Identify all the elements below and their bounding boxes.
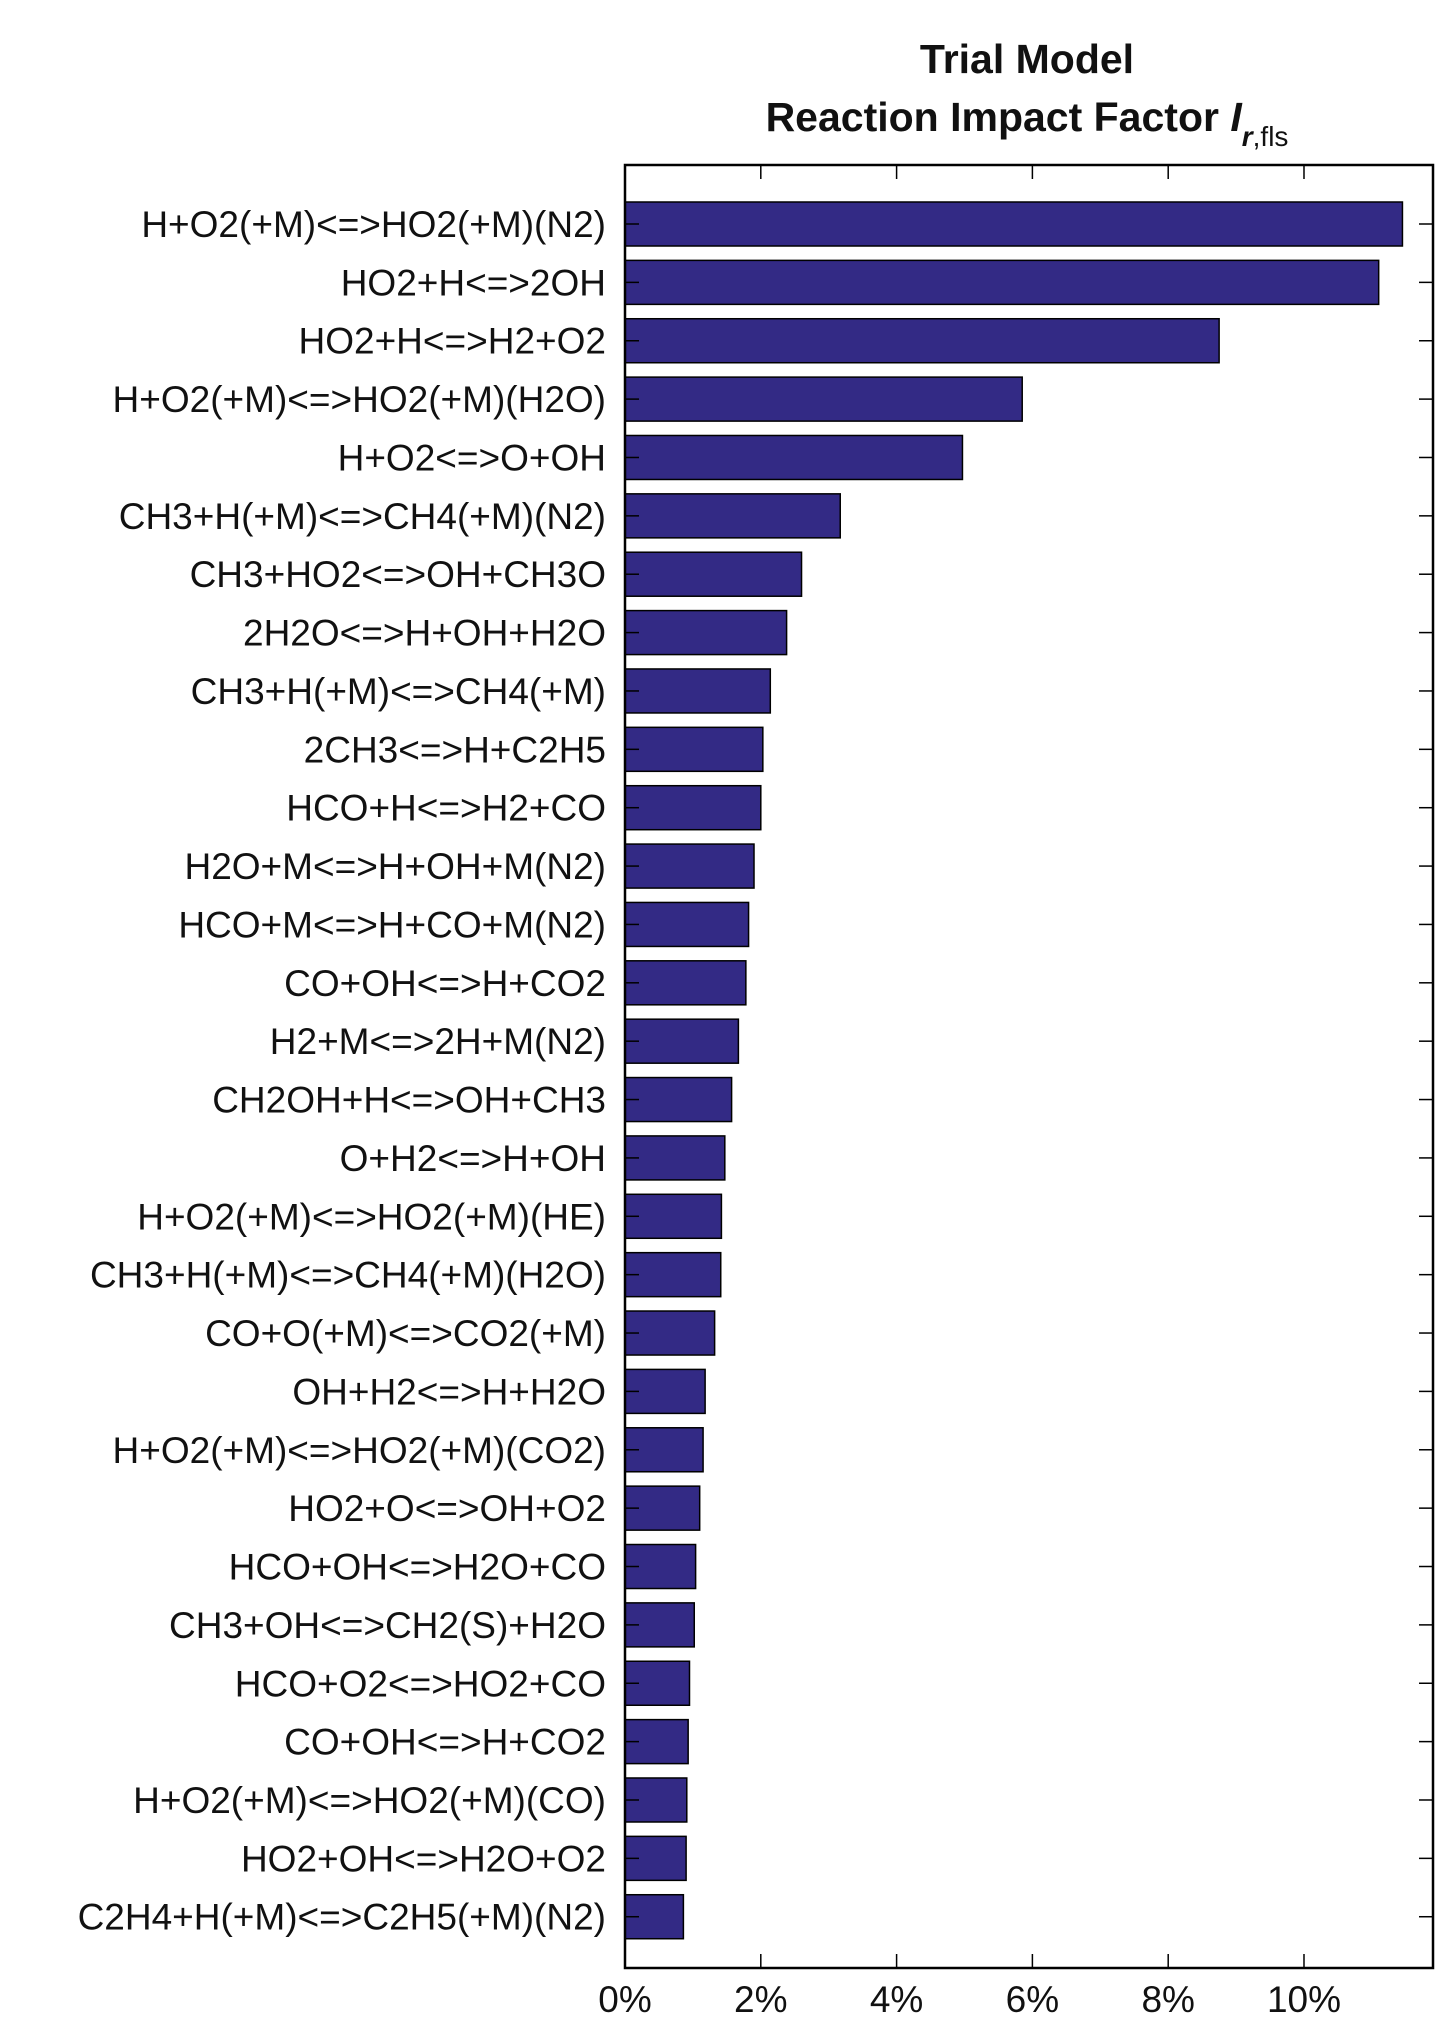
category-label: H+O2(+M)<=>HO2(+M)(HE): [137, 1196, 606, 1237]
bar: [624, 668, 772, 714]
x-tick-label: 6%: [1006, 1979, 1059, 2019]
category-label: 2H2O<=>H+OH+H2O: [243, 613, 606, 654]
bar: [624, 317, 1220, 364]
category-label: H+O2(+M)<=>HO2(+M)(CO2): [113, 1430, 606, 1471]
bar: [624, 493, 841, 539]
category-label: HCO+M<=>H+CO+M(N2): [178, 904, 606, 945]
bar: [624, 201, 1404, 247]
bar: [624, 1018, 740, 1064]
bar: [624, 843, 755, 889]
category-label: HO2+H<=>2OH: [341, 262, 606, 303]
bar: [624, 1193, 723, 1240]
category-label: CH3+OH<=>CH2(S)+H2O: [169, 1605, 606, 1646]
x-tick-label: 4%: [870, 1979, 923, 2019]
bar: [624, 551, 803, 597]
bar: [624, 726, 764, 773]
chart-title-subscript-r: r: [1242, 121, 1255, 152]
category-label: H+O2(+M)<=>HO2(+M)(H2O): [113, 379, 606, 420]
category-label: CH3+H(+M)<=>CH4(+M): [191, 671, 606, 712]
category-label: CO+OH<=>H+CO2: [284, 963, 606, 1004]
bar: [624, 1718, 689, 1765]
bar: [624, 259, 1380, 306]
category-label: C2H4+H(+M)<=>C2H5(+M)(N2): [78, 1897, 606, 1938]
category-label: CO+OH<=>H+CO2: [284, 1722, 606, 1763]
category-label: HCO+O2<=>HO2+CO: [235, 1663, 606, 1704]
bar: [624, 434, 964, 481]
category-label: O+H2<=>H+OH: [340, 1138, 606, 1179]
category-label: H2+M<=>2H+M(N2): [270, 1021, 606, 1062]
bars-group: [624, 201, 1404, 1940]
category-label: H+O2(+M)<=>HO2(+M)(N2): [141, 204, 606, 245]
chart-title-subscript-fls: ,fls: [1253, 121, 1289, 152]
category-label: HO2+O<=>OH+O2: [288, 1488, 606, 1529]
bar: [624, 1310, 716, 1356]
category-label: H2O+M<=>H+OH+M(N2): [184, 846, 606, 887]
bar: [624, 1368, 706, 1415]
plot-frame: [623, 163, 1435, 1970]
chart-title-text: Reaction Impact Factor: [766, 94, 1231, 140]
category-label: 2CH3<=>H+C2H5: [304, 729, 606, 770]
x-tick-label: 2%: [734, 1979, 787, 2019]
category-label: CH3+H(+M)<=>CH4(+M)(N2): [119, 496, 606, 537]
category-label: H+O2<=>O+OH: [338, 437, 606, 478]
bar: [624, 1135, 726, 1181]
bar: [624, 376, 1023, 422]
category-labels-group: H+O2(+M)<=>HO2(+M)(N2) HO2+H<=>2OH HO2+H<=…: [78, 204, 606, 1938]
category-label: CH3+HO2<=>OH+CH3O: [190, 554, 606, 595]
category-label: OH+H2<=>H+H2O: [292, 1371, 606, 1412]
bar: [624, 784, 762, 831]
category-label: HO2+H<=>H2+O2: [299, 321, 607, 362]
bar: [624, 1076, 733, 1123]
bar: [624, 901, 750, 948]
x-tick-label: 0%: [598, 1979, 651, 2019]
category-label: H+O2(+M)<=>HO2(+M)(CO): [133, 1780, 606, 1821]
y-ticks-group: [625, 223, 1433, 1918]
category-label: HCO+H<=>H2+CO: [286, 788, 606, 829]
chart-title-symbol: I: [1230, 94, 1243, 140]
bar: [624, 1251, 722, 1298]
category-label: CH3+H(+M)<=>CH4(+M)(H2O): [90, 1255, 606, 1296]
x-ticks-group: 0% 2% 4% 6% 8% 10%: [598, 165, 1341, 2020]
category-label: HO2+OH<=>H2O+O2: [241, 1838, 606, 1879]
bar: [624, 609, 788, 656]
chart-title-line-1: Trial Model: [920, 36, 1134, 82]
category-label: CH2OH+H<=>OH+CH3: [212, 1080, 606, 1121]
bar: [624, 960, 747, 1006]
chart-title-line-2: Reaction Impact Factor Ir,fls: [766, 94, 1289, 152]
x-tick-label: 10%: [1267, 1979, 1341, 2019]
category-label: CO+O(+M)<=>CO2(+M): [205, 1313, 606, 1354]
category-label: HCO+OH<=>H2O+CO: [229, 1547, 606, 1588]
x-tick-label: 8%: [1141, 1979, 1194, 2019]
